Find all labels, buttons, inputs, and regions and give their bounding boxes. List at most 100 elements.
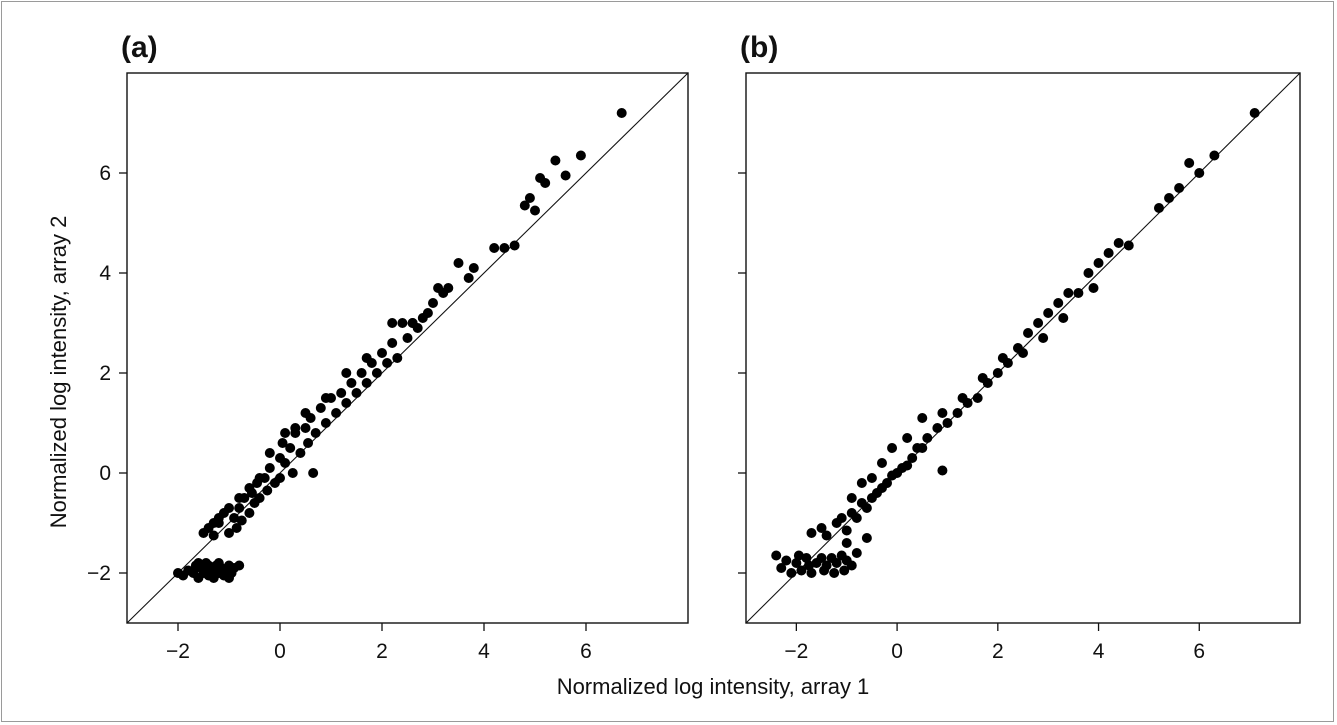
panel-b-data-point <box>957 393 968 403</box>
panel-a-data-point <box>560 170 571 181</box>
panel-a-data-point <box>392 353 403 363</box>
panel-a-data-point <box>234 503 245 513</box>
panel-b-data-point <box>1043 308 1054 318</box>
panel-a-data-point <box>407 318 418 328</box>
panel-b-data-point <box>882 478 893 488</box>
panel-a-y-tick-label: 2 <box>99 362 111 385</box>
panel-a-data-point <box>213 558 224 568</box>
panel-b-data-point <box>977 373 988 383</box>
panel-a-data-point <box>234 493 245 503</box>
panel-a-data-point <box>397 318 408 328</box>
panel-b-data-point <box>776 563 787 573</box>
x-axis-title: Normalized log intensity, array 1 <box>557 674 870 699</box>
panel-a-x-tick-label: 0 <box>274 640 286 663</box>
panel-a-data-point <box>443 283 454 293</box>
panel-b-data-point <box>1093 258 1104 268</box>
panel-b-data-point <box>1073 288 1084 298</box>
panel-a-y-tick-label: −2 <box>87 562 111 585</box>
panel-a-data-point <box>540 178 551 188</box>
panel-a-data-point <box>575 150 586 161</box>
panel-b-data-point <box>771 550 782 561</box>
panel-b-data-point <box>1194 168 1205 178</box>
panel-b-data-point <box>806 528 817 538</box>
panel-b-data-point <box>922 433 933 443</box>
panel-b-data-point <box>1023 328 1034 338</box>
panel-b-data-point <box>793 550 804 561</box>
panel-b-data-point <box>866 473 877 483</box>
panel-a-data-point <box>277 438 288 448</box>
panel-b-data-point <box>997 353 1008 363</box>
panel-a-data-point <box>463 273 474 283</box>
panel-a-x-tick-label: 4 <box>478 640 490 663</box>
panel-b-x-tick-label: −2 <box>784 640 808 663</box>
panel-a-data-point <box>616 108 627 118</box>
panel-b-data-point <box>902 460 913 471</box>
panel-a-data-point <box>550 155 561 166</box>
panel-b-data-point <box>821 530 832 541</box>
panel-a-data-point <box>193 558 204 568</box>
panel-a-data-point <box>208 530 219 541</box>
panel-b-data-point <box>796 565 807 576</box>
panel-b-data-point <box>821 560 832 571</box>
panel-b-x-tick-label: 0 <box>891 640 903 663</box>
panel-a-x-tick-label: −2 <box>166 640 190 663</box>
panel-a-data-point <box>231 523 242 533</box>
panel-a-data-point <box>315 403 326 413</box>
panel-b-data-point <box>846 493 857 503</box>
panel-a-data-point <box>422 308 433 318</box>
panel-a-label: (a) <box>121 31 158 64</box>
panel-a-data-point <box>346 378 357 388</box>
panel-b-data-point <box>856 478 867 488</box>
panel-b-data-point <box>861 533 872 543</box>
panel-b-data-point <box>1249 108 1260 118</box>
panel-b-data-point <box>1038 333 1049 343</box>
panel-a-data-point <box>377 348 387 358</box>
panel-a-data-point <box>519 200 530 211</box>
panel-a-data-point <box>280 428 291 438</box>
panel-b-x-tick-label: 4 <box>1093 640 1105 663</box>
panel-b-data-point <box>1018 348 1028 358</box>
panel-a-data-point <box>361 378 372 388</box>
panel-b-data-point <box>836 513 847 523</box>
panel-b-data-point <box>1063 288 1074 298</box>
panel-b-data-point <box>942 418 953 428</box>
panel-b-data-point <box>1209 150 1220 161</box>
panel-a-identity-line <box>126 72 689 624</box>
panel-a-data-point <box>428 298 438 308</box>
panel-b-data-point <box>1164 193 1175 203</box>
panel-a-data-point <box>236 515 247 526</box>
panel-a-data-point <box>382 358 393 368</box>
panel-b-data-point <box>829 568 840 578</box>
panel-a-data-point <box>262 485 273 496</box>
panel-b-data-point <box>1088 283 1099 293</box>
panel-a-data-point <box>254 473 265 483</box>
panel-b-data-point <box>952 408 963 418</box>
panel-a-data-point <box>234 560 245 571</box>
panel-a-data-point <box>387 318 398 328</box>
panel-a-data-point <box>300 408 311 418</box>
panel-a-data-point <box>303 438 314 448</box>
panel-b-data-point <box>932 423 943 433</box>
panel-b-data-point <box>806 568 817 578</box>
panel-b-data-point <box>831 558 842 568</box>
panel-b-data-point <box>992 368 1003 378</box>
panel-a-data-point <box>203 560 214 571</box>
panel-b-data-point <box>876 458 887 468</box>
panel-b-data-point <box>937 408 948 418</box>
panel-a-data-point <box>264 463 275 473</box>
panel-b-data-point <box>937 465 948 476</box>
panel-a-data-point <box>433 283 444 293</box>
panel-a-data-point <box>285 443 296 453</box>
panel-b-data-point <box>902 433 913 443</box>
panel-a-data-point <box>229 513 240 523</box>
panel-a-data-point <box>341 398 352 408</box>
panel-a-data-point <box>308 468 319 478</box>
panel-b-data-point <box>816 523 827 533</box>
panel-b-data-point <box>851 513 862 523</box>
y-axis-title: Normalized log intensity, array 2 <box>46 216 71 529</box>
panel-b-data-point <box>841 525 852 536</box>
panel-a-data-point <box>371 368 382 378</box>
panel-a-data-point <box>224 503 234 513</box>
panel-b-data-point <box>851 548 862 558</box>
